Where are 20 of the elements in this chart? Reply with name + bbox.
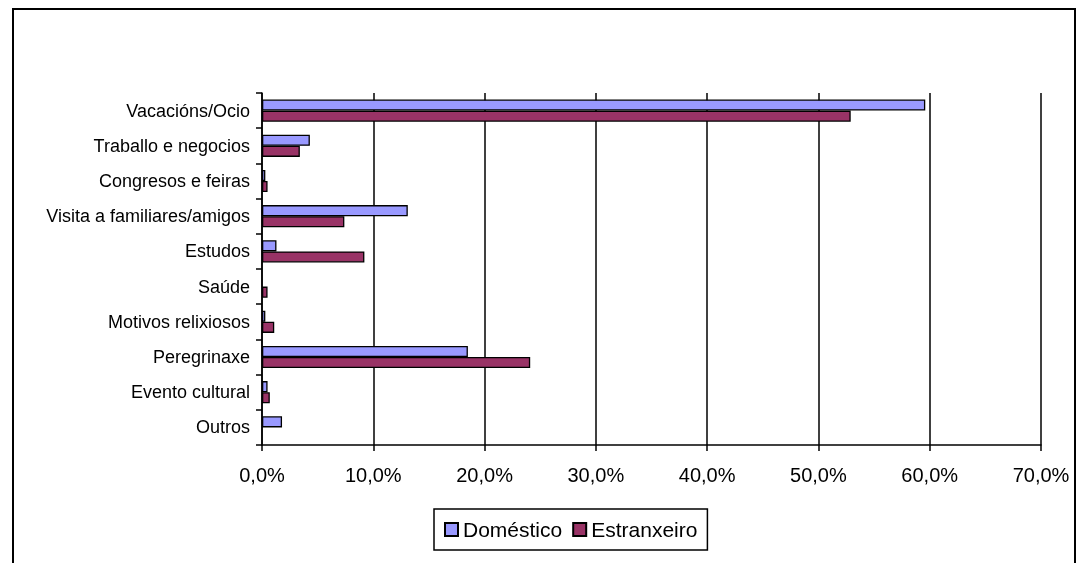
y-tick-label: Motivos relixiosos bbox=[107, 311, 250, 332]
legend-label: Doméstico bbox=[463, 518, 563, 541]
y-tick-label: Vacacións/Ocio bbox=[126, 100, 250, 121]
y-tick-label: Saúde bbox=[197, 276, 250, 297]
x-tick-label: 40,0% bbox=[678, 464, 736, 486]
y-tick-label: Congresos e feiras bbox=[98, 171, 250, 191]
y-tick-label: Peregrinaxe bbox=[152, 347, 250, 367]
x-tick-label: 60,0% bbox=[901, 464, 959, 486]
legend-label: Estranxeiro bbox=[591, 518, 698, 541]
x-tick-label: 20,0% bbox=[456, 464, 514, 486]
y-tick-label: Outros bbox=[195, 417, 250, 438]
x-tick-label: 70,0% bbox=[1012, 464, 1070, 486]
x-tick-label: 30,0% bbox=[567, 464, 625, 486]
y-tick-label: Traballo e negocios bbox=[93, 135, 250, 156]
y-tick-label: Visita a familiares/amigos bbox=[46, 206, 250, 227]
y-tick-label: Estudos bbox=[184, 241, 250, 262]
x-tick-label: 0,0% bbox=[239, 464, 286, 486]
y-tick-label: Evento cultural bbox=[130, 382, 250, 403]
x-tick-label: 10,0% bbox=[344, 464, 402, 486]
x-tick-label: 50,0% bbox=[790, 464, 847, 486]
